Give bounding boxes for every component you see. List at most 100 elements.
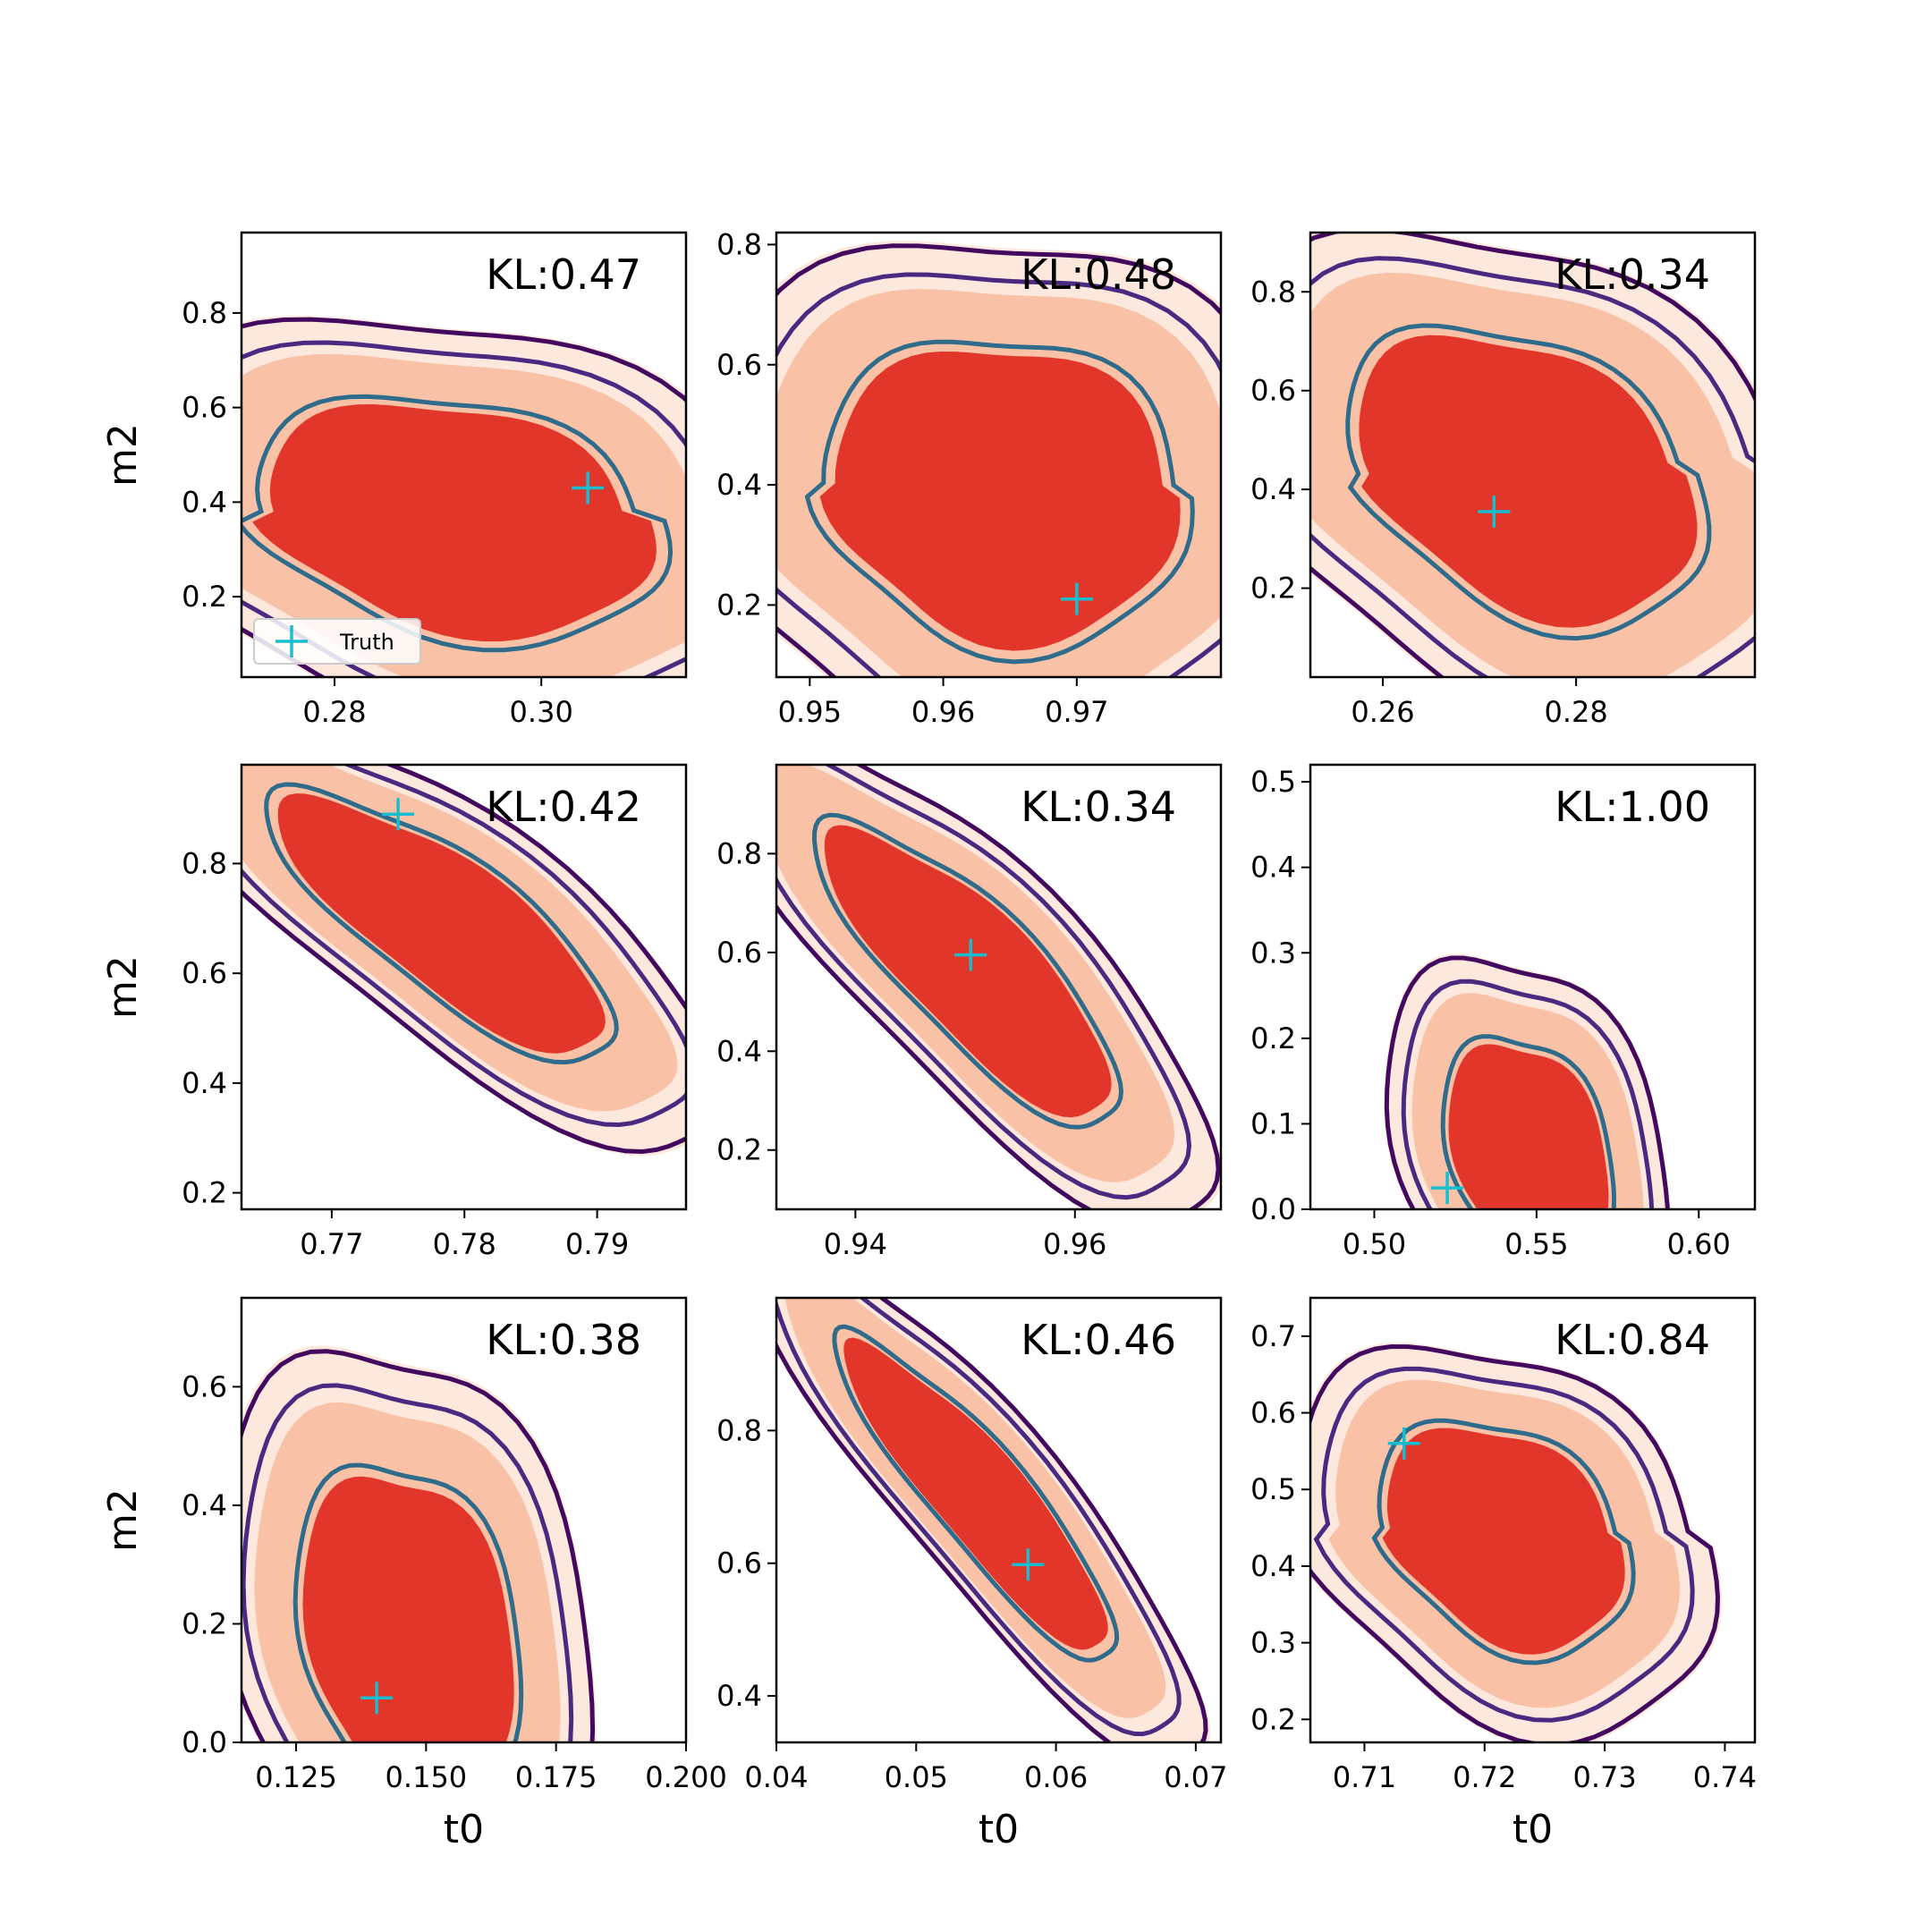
plot-area: [1384, 953, 1671, 1209]
plot-area: [242, 315, 686, 677]
kl-label: KL:0.34: [1021, 783, 1176, 831]
kl-label: KL:0.84: [1555, 1316, 1710, 1364]
y-tick-label: 0.6: [716, 1546, 762, 1580]
x-tick-label: 0.95: [778, 695, 842, 729]
y-tick-label: 0.0: [182, 1725, 227, 1759]
contour-line-outer: [776, 765, 1221, 1209]
kl-label: KL:1.00: [1555, 783, 1710, 831]
y-tick-label: 0.2: [182, 1176, 227, 1210]
x-tick-label: 0.26: [1351, 695, 1414, 729]
x-tick-label: 0.28: [302, 695, 366, 729]
panel-3: 0.26 0.28 0.2 0.4 0.6 0.8 KL:0.34: [1250, 231, 1757, 729]
x-tick-label: 0.96: [1043, 1227, 1106, 1261]
y-tick-label: 0.2: [716, 1133, 762, 1167]
kl-label: KL:0.34: [1555, 250, 1710, 299]
y-tick-label: 0.4: [716, 468, 762, 502]
contour-line-outer: [242, 765, 686, 1155]
contour-line-inner: [1345, 323, 1712, 641]
contour-line-mid: [776, 272, 1221, 677]
contour-line-mid: [776, 1298, 1182, 1737]
y-tick-label: 0.4: [716, 1679, 762, 1713]
contour-line-mid: [1310, 256, 1755, 677]
y-tick-label: 0.4: [1250, 851, 1296, 885]
density-fill-inner: [277, 793, 606, 1054]
contour-line-outer: [1384, 955, 1670, 1209]
y-axis-title: m2: [100, 1488, 146, 1552]
x-tick-label: 0.74: [1693, 1760, 1757, 1794]
x-tick-label: 0.30: [510, 695, 573, 729]
density-fill-inner: [843, 1337, 1108, 1650]
legend-frame: [253, 618, 421, 665]
y-tick-label: 0.4: [716, 1034, 762, 1068]
contour-line-inner: [264, 782, 619, 1065]
contour-line-outer: [1310, 1343, 1721, 1742]
legend-label: Truth: [339, 630, 394, 655]
contour-line-inner: [1440, 1034, 1617, 1209]
density-fill-inner: [819, 352, 1181, 651]
y-tick-label: 0.4: [1250, 472, 1296, 506]
y-tick-label: 0.3: [1250, 1626, 1296, 1660]
contour-line-mid: [1313, 1366, 1695, 1723]
density-fill-inner: [302, 1476, 514, 1742]
y-tick-label: 0.2: [1250, 1021, 1296, 1055]
y-tick-label: 0.6: [1250, 1396, 1296, 1430]
x-axis-title: t0: [979, 1807, 1019, 1852]
panel-2: 0.95 0.96 0.97 0.2 0.4 0.6 0.8 KL:0.48: [716, 227, 1223, 729]
panel-frame: [1309, 1296, 1757, 1744]
plot-area: [776, 1298, 1210, 1742]
density-fill-inner: [1448, 1044, 1609, 1209]
panel-frame: [240, 231, 688, 679]
y-tick-label: 0.8: [716, 227, 762, 261]
x-tick-label: 0.78: [433, 1227, 496, 1261]
x-tick-label: 0.71: [1333, 1760, 1396, 1794]
y-tick-label: 0.2: [1250, 1702, 1296, 1736]
x-tick-label: 0.150: [386, 1760, 468, 1794]
panel-frame: [775, 763, 1223, 1211]
truth-marker: [360, 1682, 394, 1715]
y-tick-label: 0.8: [716, 1413, 762, 1447]
contour-line-inner: [811, 812, 1124, 1130]
y-tick-label: 0.5: [1250, 765, 1296, 799]
contour-line-inner: [292, 1462, 524, 1742]
legend: Truth: [253, 618, 421, 665]
x-tick-label: 0.05: [885, 1760, 948, 1794]
y-tick-label: 0.4: [182, 485, 227, 519]
contour-line-outer: [776, 1298, 1208, 1742]
contour-line-mid: [776, 765, 1192, 1200]
density-fill-inner: [1382, 1428, 1625, 1655]
x-tick-label: 0.50: [1343, 1227, 1406, 1261]
x-tick-label: 0.96: [911, 695, 975, 729]
x-axis-title: t0: [444, 1807, 484, 1852]
panel-5: 0.94 0.96 0.2 0.4 0.6 0.8 KL:0.34: [716, 763, 1223, 1261]
truth-marker: [1012, 1548, 1045, 1581]
contour-line-inner: [804, 339, 1195, 665]
contour-line-outer: [242, 317, 686, 677]
plot-area: [776, 765, 1221, 1209]
contour-line-inner: [1371, 1418, 1636, 1665]
kl-label: KL:0.48: [1021, 250, 1176, 299]
plot-area: [242, 765, 686, 1157]
x-tick-label: 0.06: [1024, 1760, 1088, 1794]
y-tick-label: 0.6: [716, 348, 762, 382]
y-tick-label: 0.6: [716, 936, 762, 970]
x-tick-label: 0.73: [1572, 1760, 1636, 1794]
panel-frame: [1309, 231, 1757, 679]
plot-area: [1310, 233, 1755, 677]
y-tick-label: 0.6: [1250, 374, 1296, 408]
density-fill-inner: [1359, 335, 1698, 628]
panel-9: 0.71 0.72 0.73 0.74 0.2 0.3 0.4 0.5 0.6 0.7 KL:0.8…: [1250, 1296, 1757, 1852]
kl-label: KL:0.46: [1021, 1316, 1176, 1364]
y-tick-label: 0.2: [716, 588, 762, 622]
x-axis-title: t0: [1513, 1807, 1553, 1852]
truth-marker: [1060, 582, 1093, 615]
panel-6: 0.50 0.55 0.60 0.0 0.1 0.2 0.3 0.4 0.5 KL:1.00: [1250, 763, 1757, 1261]
panel-frame: [775, 231, 1223, 679]
y-tick-label: 0.8: [182, 846, 227, 880]
y-tick-label: 0.4: [182, 1066, 227, 1100]
panel-1: 0.28 0.30 0.2 0.4 0.6 0.8 KL:0.47 m2 Truth: [100, 231, 688, 729]
x-tick-label: 0.94: [824, 1227, 887, 1261]
contour-line-mid: [242, 1383, 574, 1742]
contour-line-mid: [1401, 979, 1655, 1209]
x-tick-label: 0.175: [515, 1760, 597, 1794]
y-tick-label: 0.7: [1250, 1319, 1296, 1353]
